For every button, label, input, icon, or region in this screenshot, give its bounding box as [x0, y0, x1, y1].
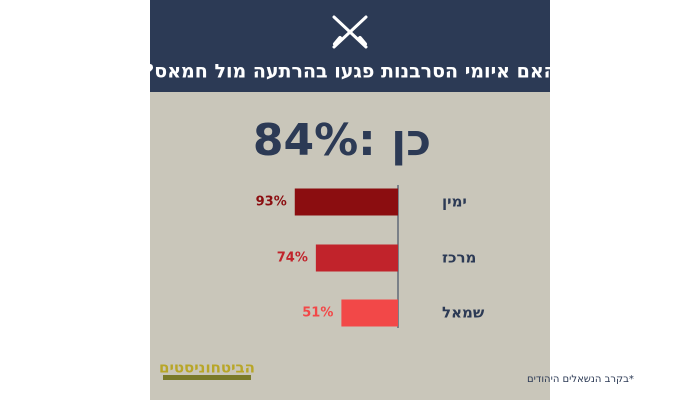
footnote: *בקרב הנשאלים היהודים — [527, 374, 634, 385]
category-label: מרכז — [442, 249, 476, 267]
category-label: שמאל — [442, 304, 485, 322]
rifles-icon — [332, 15, 368, 49]
value-label: 74% — [277, 251, 308, 266]
bar — [315, 244, 398, 272]
header — [150, 0, 550, 92]
bar — [294, 188, 398, 216]
logo-text: הביטחוניסטים — [159, 359, 255, 377]
logo: הביטחוניסטים — [159, 359, 255, 380]
value-label: 93% — [256, 195, 287, 210]
chart-title: האם איומי הסרבנות פגעו בהרתעה מול חמאס? — [143, 61, 556, 83]
headline: 84%: כן — [253, 115, 431, 166]
category-label: ימין — [442, 193, 467, 211]
bar — [341, 299, 398, 327]
value-label: 51% — [302, 306, 333, 321]
